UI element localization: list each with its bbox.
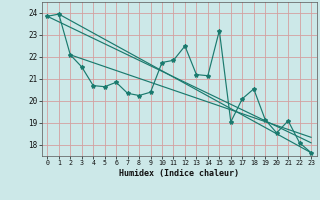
- X-axis label: Humidex (Indice chaleur): Humidex (Indice chaleur): [119, 169, 239, 178]
